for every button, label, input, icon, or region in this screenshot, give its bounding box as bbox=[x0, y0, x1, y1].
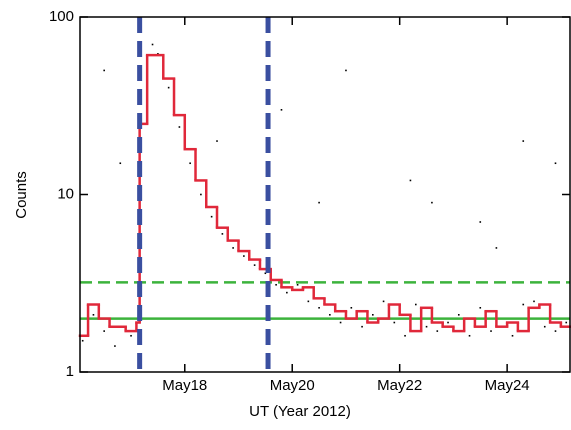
scatter-point bbox=[286, 291, 288, 294]
x-axis-label: UT (Year 2012) bbox=[249, 403, 351, 420]
scatter-point bbox=[361, 325, 363, 328]
y-tick-label: 100 bbox=[49, 8, 74, 25]
scatter-point bbox=[457, 314, 460, 316]
scatter-point bbox=[431, 201, 433, 204]
scatter-point bbox=[329, 314, 331, 316]
scatter-point bbox=[81, 339, 84, 342]
scatter-point bbox=[232, 247, 234, 249]
x-tick-label: May18 bbox=[162, 377, 207, 394]
scatter-point bbox=[307, 300, 310, 303]
scatter-point bbox=[103, 69, 105, 72]
scatter-point bbox=[409, 179, 412, 182]
y-tick-label: 1 bbox=[66, 363, 74, 380]
scatter-point bbox=[275, 283, 277, 286]
scatter-point bbox=[436, 330, 439, 332]
scatter-point bbox=[533, 300, 535, 303]
scatter-point bbox=[554, 162, 557, 165]
y-tick-label: 10 bbox=[57, 185, 74, 202]
scatter-point bbox=[280, 109, 283, 111]
scatter-point bbox=[372, 314, 374, 316]
scatter-point bbox=[345, 69, 347, 72]
x-tick-label: May24 bbox=[485, 377, 530, 394]
scatter-point bbox=[393, 321, 396, 324]
scatter-point bbox=[447, 321, 449, 324]
scatter-point bbox=[543, 325, 546, 328]
scatter-point bbox=[415, 303, 417, 306]
scatter-point bbox=[339, 321, 342, 324]
scatter-point bbox=[479, 306, 482, 309]
scatter-point bbox=[243, 255, 245, 257]
scatter-point bbox=[404, 334, 406, 337]
scatter-point bbox=[425, 325, 428, 328]
scatter-point bbox=[382, 300, 385, 303]
scatter-point bbox=[565, 321, 568, 324]
scatter-point bbox=[253, 264, 256, 266]
scatter-point bbox=[130, 334, 132, 337]
scatter-point bbox=[522, 303, 525, 306]
y-axis-label: Counts bbox=[13, 171, 30, 219]
scatter-point bbox=[216, 140, 218, 142]
scatter-point bbox=[178, 126, 181, 128]
scatter-point bbox=[479, 221, 482, 223]
scatter-point bbox=[350, 306, 353, 309]
scatter-point bbox=[264, 272, 267, 275]
scatter-point bbox=[468, 334, 471, 337]
scatter-point bbox=[189, 162, 191, 165]
x-tick-label: May20 bbox=[270, 377, 315, 394]
scatter-point bbox=[103, 330, 105, 332]
scatter-point bbox=[119, 162, 122, 165]
scatter-point bbox=[221, 233, 224, 235]
scatter-point bbox=[210, 215, 213, 218]
scatter-point bbox=[318, 201, 320, 204]
scatter-point bbox=[490, 330, 492, 332]
scatter-point bbox=[114, 345, 116, 347]
scatter-point bbox=[318, 306, 320, 309]
scatter-point bbox=[151, 43, 154, 46]
scatter-point bbox=[495, 247, 498, 249]
scatter-point bbox=[522, 140, 525, 142]
scatter-point bbox=[554, 330, 557, 332]
x-tick-label: May22 bbox=[377, 377, 422, 394]
scatter-point bbox=[200, 193, 202, 196]
scatter-point bbox=[157, 53, 159, 55]
scatter-point bbox=[167, 86, 170, 89]
scatter-point bbox=[92, 314, 95, 316]
scatter-point bbox=[296, 283, 299, 286]
scatter-point bbox=[511, 334, 514, 337]
